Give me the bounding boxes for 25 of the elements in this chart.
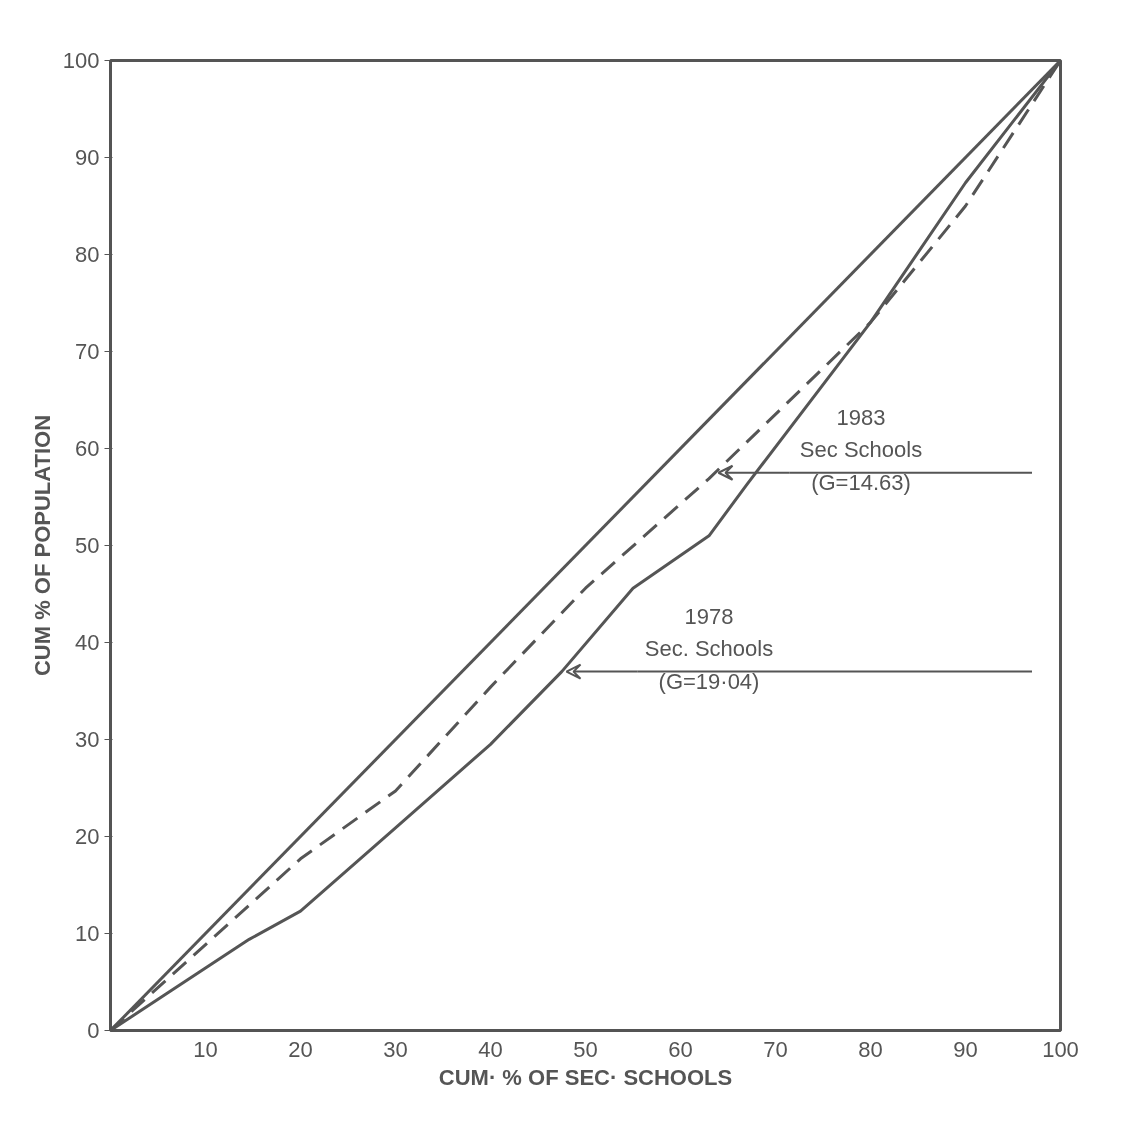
x-tick-label: 100 [1042,1036,1079,1062]
x-tick-label: 30 [383,1036,408,1062]
y-tick-label: 100 [62,48,100,73]
y-tick-label: 50 [75,533,100,558]
y-tick-label: 0 [87,1018,100,1043]
y-tick-label: 60 [75,436,100,461]
annotation: 1983 Sec Schools (G=14.63) [799,404,923,495]
x-axis-title: CUM· % OF SEC· SCHOOLS [438,1064,733,1090]
x-tick-label: 70 [763,1036,788,1062]
y-tick-label: 80 [75,242,100,267]
y-tick-label: 10 [75,921,100,946]
y-tick-label: 40 [75,630,100,655]
x-tick-label: 40 [478,1036,503,1062]
annotation: 1978 Sec. Schools (G=19·04) [644,603,774,694]
y-tick-label: 30 [75,727,100,752]
x-tick-label: 80 [858,1036,883,1062]
x-tick-label: 60 [668,1036,693,1062]
y-tick-label: 90 [75,145,100,170]
y-tick-label: 20 [75,824,100,849]
x-tick-label: 50 [573,1036,598,1062]
x-tick-label: 20 [288,1036,313,1062]
y-tick-label: 70 [75,339,100,364]
x-tick-label: 10 [193,1036,218,1062]
y-axis-title: CUM % OF POPULATION [29,414,55,677]
x-tick-label: 90 [953,1036,978,1062]
